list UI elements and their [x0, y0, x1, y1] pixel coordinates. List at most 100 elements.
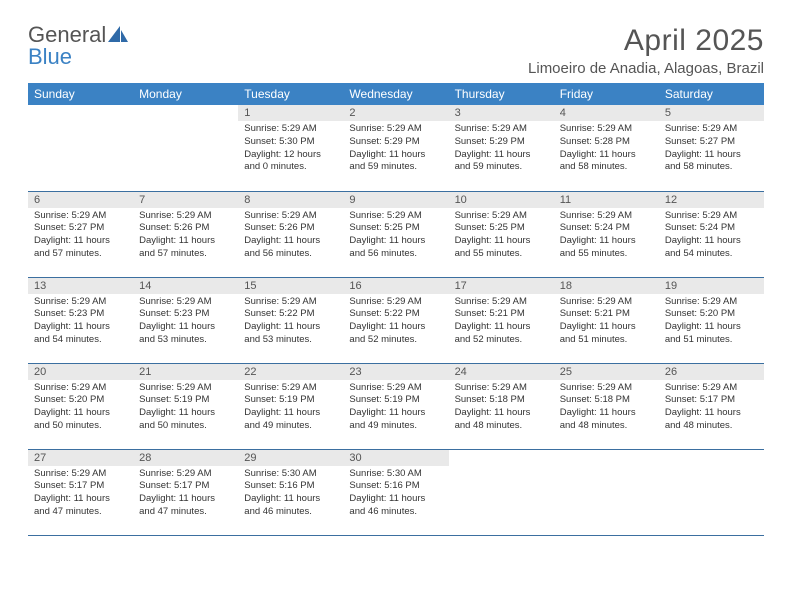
day-number: 2: [343, 105, 448, 121]
day-content: Sunrise: 5:29 AMSunset: 5:25 PMDaylight:…: [449, 208, 554, 265]
sunset-text: Sunset: 5:27 PM: [665, 136, 758, 149]
day-content: Sunrise: 5:29 AMSunset: 5:25 PMDaylight:…: [343, 208, 448, 265]
day-number: 25: [554, 364, 659, 380]
sunrise-text: Sunrise: 5:29 AM: [34, 210, 127, 223]
day-content: Sunrise: 5:29 AMSunset: 5:19 PMDaylight:…: [343, 380, 448, 437]
sunset-text: Sunset: 5:16 PM: [244, 480, 337, 493]
calendar-day-cell: 25Sunrise: 5:29 AMSunset: 5:18 PMDayligh…: [554, 363, 659, 449]
logo-sail-icon: [108, 26, 128, 42]
sunset-text: Sunset: 5:24 PM: [560, 222, 653, 235]
weekday-header: Saturday: [659, 83, 764, 105]
header: General Blue April 2025 Limoeiro de Anad…: [28, 24, 764, 77]
sunset-text: Sunset: 5:30 PM: [244, 136, 337, 149]
calendar-day-cell: 23Sunrise: 5:29 AMSunset: 5:19 PMDayligh…: [343, 363, 448, 449]
day-content: Sunrise: 5:29 AMSunset: 5:18 PMDaylight:…: [449, 380, 554, 437]
calendar-week-row: 20Sunrise: 5:29 AMSunset: 5:20 PMDayligh…: [28, 363, 764, 449]
sunset-text: Sunset: 5:25 PM: [349, 222, 442, 235]
daylight-text: Daylight: 11 hours and 52 minutes.: [455, 321, 548, 347]
day-content: Sunrise: 5:30 AMSunset: 5:16 PMDaylight:…: [238, 466, 343, 523]
calendar-day-cell: 6Sunrise: 5:29 AMSunset: 5:27 PMDaylight…: [28, 191, 133, 277]
sunset-text: Sunset: 5:28 PM: [560, 136, 653, 149]
sunset-text: Sunset: 5:18 PM: [560, 394, 653, 407]
sunset-text: Sunset: 5:26 PM: [139, 222, 232, 235]
month-title: April 2025: [528, 24, 764, 58]
calendar-day-cell: 17Sunrise: 5:29 AMSunset: 5:21 PMDayligh…: [449, 277, 554, 363]
calendar-day-cell: 3Sunrise: 5:29 AMSunset: 5:29 PMDaylight…: [449, 105, 554, 191]
daylight-text: Daylight: 11 hours and 56 minutes.: [349, 235, 442, 261]
calendar-week-row: 6Sunrise: 5:29 AMSunset: 5:27 PMDaylight…: [28, 191, 764, 277]
day-number: 21: [133, 364, 238, 380]
day-content: Sunrise: 5:29 AMSunset: 5:20 PMDaylight:…: [659, 294, 764, 351]
logo: General Blue: [28, 24, 128, 68]
day-content: Sunrise: 5:29 AMSunset: 5:20 PMDaylight:…: [28, 380, 133, 437]
calendar-day-cell: 28Sunrise: 5:29 AMSunset: 5:17 PMDayligh…: [133, 449, 238, 535]
daylight-text: Daylight: 11 hours and 48 minutes.: [665, 407, 758, 433]
calendar-day-cell: 18Sunrise: 5:29 AMSunset: 5:21 PMDayligh…: [554, 277, 659, 363]
calendar-day-cell: [449, 449, 554, 535]
sunrise-text: Sunrise: 5:30 AM: [244, 468, 337, 481]
sunset-text: Sunset: 5:23 PM: [139, 308, 232, 321]
sunrise-text: Sunrise: 5:29 AM: [139, 210, 232, 223]
day-content: Sunrise: 5:30 AMSunset: 5:16 PMDaylight:…: [343, 466, 448, 523]
calendar-day-cell: 14Sunrise: 5:29 AMSunset: 5:23 PMDayligh…: [133, 277, 238, 363]
sunrise-text: Sunrise: 5:29 AM: [139, 382, 232, 395]
sunset-text: Sunset: 5:19 PM: [139, 394, 232, 407]
daylight-text: Daylight: 11 hours and 49 minutes.: [349, 407, 442, 433]
day-content: Sunrise: 5:29 AMSunset: 5:19 PMDaylight:…: [238, 380, 343, 437]
calendar-day-cell: [659, 449, 764, 535]
calendar-day-cell: 22Sunrise: 5:29 AMSunset: 5:19 PMDayligh…: [238, 363, 343, 449]
weekday-header: Friday: [554, 83, 659, 105]
day-number: 11: [554, 192, 659, 208]
calendar-week-row: 13Sunrise: 5:29 AMSunset: 5:23 PMDayligh…: [28, 277, 764, 363]
day-number: 22: [238, 364, 343, 380]
calendar-day-cell: 21Sunrise: 5:29 AMSunset: 5:19 PMDayligh…: [133, 363, 238, 449]
calendar-day-cell: 9Sunrise: 5:29 AMSunset: 5:25 PMDaylight…: [343, 191, 448, 277]
day-number: 23: [343, 364, 448, 380]
sunset-text: Sunset: 5:22 PM: [244, 308, 337, 321]
calendar-week-row: 1Sunrise: 5:29 AMSunset: 5:30 PMDaylight…: [28, 105, 764, 191]
weekday-header: Monday: [133, 83, 238, 105]
sunrise-text: Sunrise: 5:29 AM: [34, 382, 127, 395]
daylight-text: Daylight: 11 hours and 46 minutes.: [244, 493, 337, 519]
calendar-body: 1 Sunrise: 5:29 AM Sunset: 5:30 PM Daylight…: [28, 105, 764, 535]
day-number: 4: [554, 105, 659, 121]
sunrise-text: Sunrise: 5:29 AM: [349, 382, 442, 395]
day-content: Sunrise: 5:29 AMSunset: 5:18 PMDaylight:…: [554, 380, 659, 437]
day-content: Sunrise: 5:29 AMSunset: 5:27 PMDaylight:…: [659, 121, 764, 178]
sunrise-text: Sunrise: 5:29 AM: [139, 468, 232, 481]
sunrise-text: Sunrise: 5:29 AM: [665, 210, 758, 223]
sunset-text: Sunset: 5:17 PM: [34, 480, 127, 493]
daylight-text: Daylight: 11 hours and 53 minutes.: [139, 321, 232, 347]
sunset-text: Sunset: 5:27 PM: [34, 222, 127, 235]
day-number: 8: [238, 192, 343, 208]
sunset-text: Sunset: 5:22 PM: [349, 308, 442, 321]
sunrise-text: Sunrise: 5:29 AM: [244, 382, 337, 395]
calendar-day-cell: 2Sunrise: 5:29 AMSunset: 5:29 PMDaylight…: [343, 105, 448, 191]
daylight-text: Daylight: 11 hours and 53 minutes.: [244, 321, 337, 347]
day-number: 10: [449, 192, 554, 208]
daylight-text: Daylight: 11 hours and 54 minutes.: [34, 321, 127, 347]
day-number: 6: [28, 192, 133, 208]
calendar-day-cell: 16Sunrise: 5:29 AMSunset: 5:22 PMDayligh…: [343, 277, 448, 363]
day-number: 16: [343, 278, 448, 294]
sunrise-text: Sunrise: 5:29 AM: [560, 382, 653, 395]
daylight-text: Daylight: 11 hours and 52 minutes.: [349, 321, 442, 347]
sunrise-text: Sunrise: 5:30 AM: [349, 468, 442, 481]
calendar-day-cell: 30Sunrise: 5:30 AMSunset: 5:16 PMDayligh…: [343, 449, 448, 535]
calendar-day-cell: 5Sunrise: 5:29 AMSunset: 5:27 PMDaylight…: [659, 105, 764, 191]
day-number: 18: [554, 278, 659, 294]
sunrise-text: Sunrise: 5:29 AM: [244, 210, 337, 223]
calendar-week-row: 27Sunrise: 5:29 AMSunset: 5:17 PMDayligh…: [28, 449, 764, 535]
day-content: Sunrise: 5:29 AMSunset: 5:22 PMDaylight:…: [343, 294, 448, 351]
sunrise-text: Sunrise: 5:29 AM: [349, 123, 442, 136]
daylight-text: Daylight: 11 hours and 51 minutes.: [560, 321, 653, 347]
sunset-text: Sunset: 5:25 PM: [455, 222, 548, 235]
calendar-day-cell: [28, 105, 133, 191]
day-number: 1: [238, 105, 343, 121]
sunrise-text: Sunrise: 5:29 AM: [665, 382, 758, 395]
sunrise-text: Sunrise: 5:29 AM: [34, 296, 127, 309]
sunrise-text: Sunrise: 5:29 AM: [139, 296, 232, 309]
day-content: Sunrise: 5:29 AMSunset: 5:17 PMDaylight:…: [28, 466, 133, 523]
day-content: Sunrise: 5:29 AMSunset: 5:24 PMDaylight:…: [554, 208, 659, 265]
day-number: 28: [133, 450, 238, 466]
